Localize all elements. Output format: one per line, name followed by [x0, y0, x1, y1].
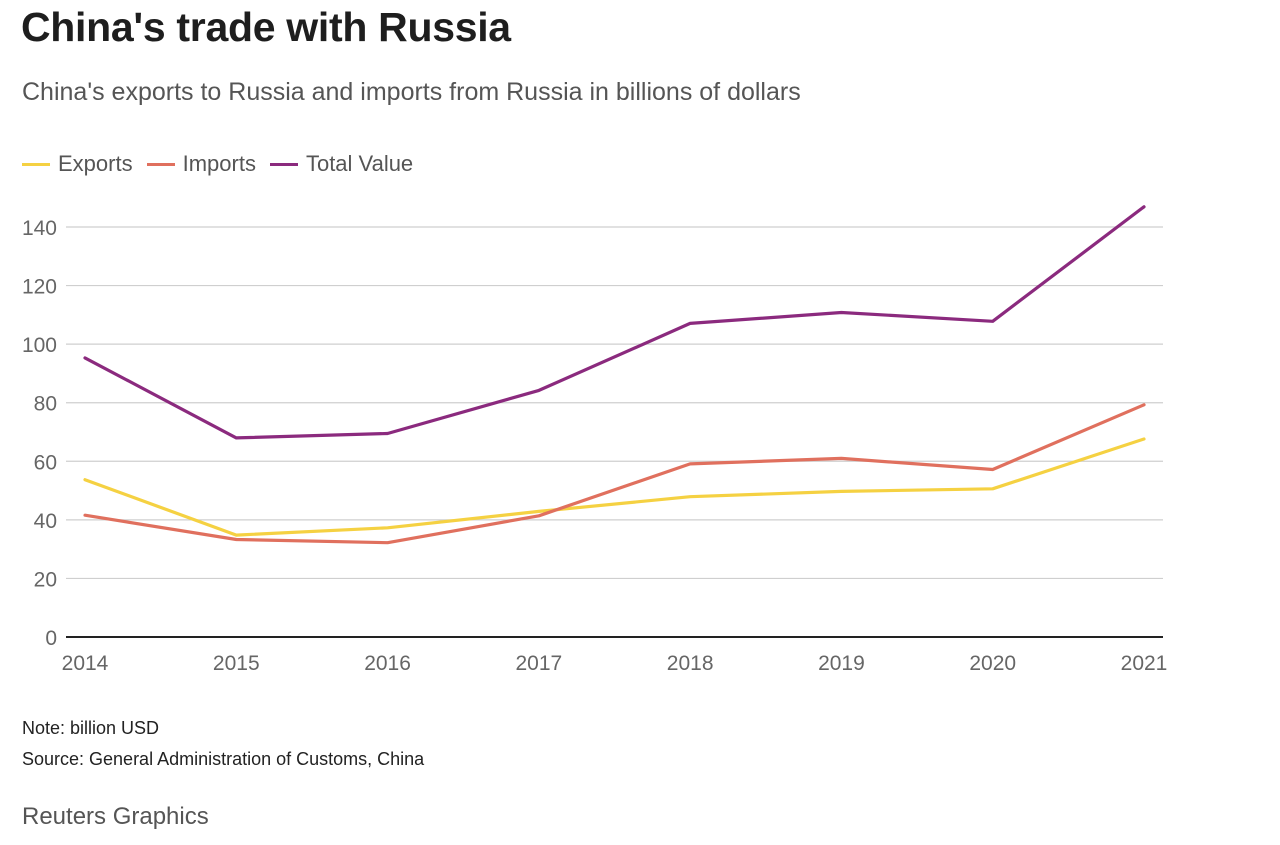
- y-tick-label: 40: [34, 510, 57, 533]
- legend-item-total-value: Total Value: [269, 151, 414, 177]
- legend-label: Exports: [58, 151, 133, 176]
- legend-swatch: [22, 162, 50, 166]
- x-tick-label: 2014: [62, 652, 109, 675]
- chart-note: Note: billion USD: [22, 718, 160, 738]
- legend-swatch: [269, 162, 298, 166]
- legend-item-exports: Exports: [22, 151, 133, 177]
- legend-item-imports: Imports: [146, 151, 256, 177]
- y-tick-label: 100: [22, 334, 57, 357]
- chart-title: China's trade with Russia: [21, 4, 511, 50]
- legend-label: Total Value: [305, 151, 414, 176]
- x-tick-label: 2020: [969, 652, 1016, 675]
- chart-subtitle: China's exports to Russia and imports fr…: [22, 78, 801, 106]
- legend-swatch: [146, 162, 175, 166]
- series-line-exports: [83, 437, 1146, 537]
- chart-credit: Reuters Graphics: [22, 803, 209, 830]
- y-tick-label: 60: [34, 451, 57, 474]
- y-tick-label: 120: [22, 276, 57, 299]
- x-tick-label: 2019: [818, 652, 865, 675]
- x-tick-label: 2016: [364, 652, 411, 675]
- y-tick-label: 80: [34, 393, 57, 416]
- series-line-total-value: [83, 205, 1146, 440]
- chart-legend: Exports Imports Total Value: [22, 151, 427, 177]
- y-tick-label: 20: [34, 568, 57, 591]
- x-tick-label: 2015: [213, 652, 260, 675]
- legend-label: Imports: [182, 151, 256, 176]
- gridlines: [66, 226, 1163, 580]
- y-tick-label: 0: [45, 627, 57, 650]
- series-line-imports: [83, 403, 1146, 545]
- chart-source: Source: General Administration of Custom…: [22, 749, 425, 769]
- y-tick-label: 140: [22, 217, 57, 240]
- x-tick-label: 2018: [667, 652, 714, 675]
- x-tick-label: 2017: [515, 652, 562, 675]
- x-tick-label: 2021: [1121, 652, 1168, 675]
